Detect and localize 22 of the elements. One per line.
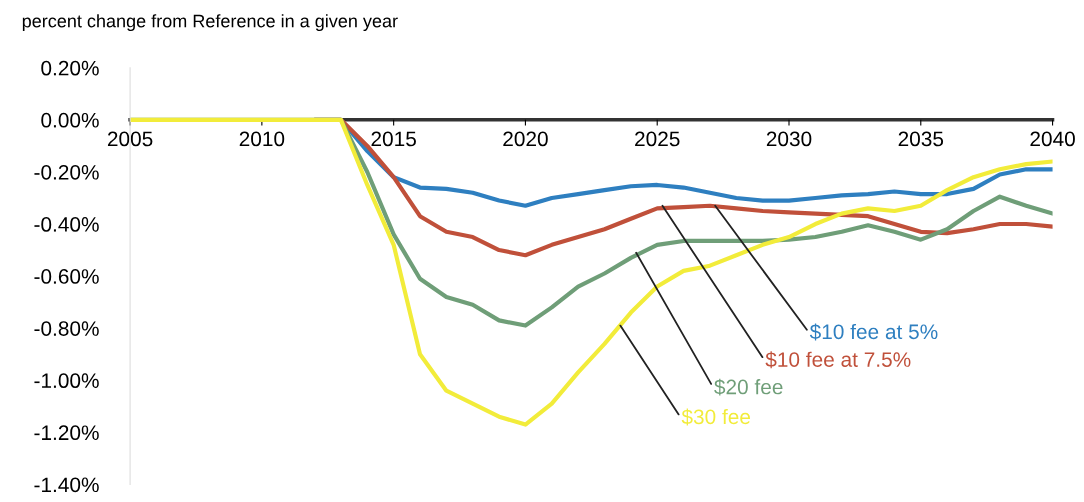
y-tick-label: -0.20%	[34, 164, 99, 180]
y-axis-title: percent change from Reference in a given year	[22, 14, 398, 32]
x-tick-label: 2015	[371, 131, 416, 147]
x-tick-label: 2030	[766, 131, 812, 147]
y-tick-label: -1.40%	[34, 477, 99, 493]
x-tick-label: 2035	[898, 131, 944, 147]
annotation: $20 fee	[714, 378, 783, 396]
y-tick-label: -0.60%	[34, 269, 99, 284]
x-tick-label: 2040	[1030, 131, 1075, 147]
x-tick-label: 2005	[107, 131, 153, 147]
y-tick-label: -1.20%	[34, 425, 99, 441]
y-tick-label: 0.20%	[41, 60, 99, 76]
annotation: $10 fee at 7.5%	[765, 351, 911, 369]
x-tick-label: 2020	[503, 131, 548, 147]
y-tick-label: -0.80%	[34, 321, 99, 336]
y-tick-label: -1.00%	[34, 373, 99, 389]
x-tick-label: 2010	[239, 131, 285, 147]
annotation: $30 fee	[681, 408, 751, 426]
annotation: $10 fee at 5%	[809, 323, 938, 341]
x-tick-label: 2025	[635, 131, 680, 147]
y-tick-label: -0.40%	[34, 217, 99, 232]
y-tick-label: 0.00%	[41, 112, 99, 128]
